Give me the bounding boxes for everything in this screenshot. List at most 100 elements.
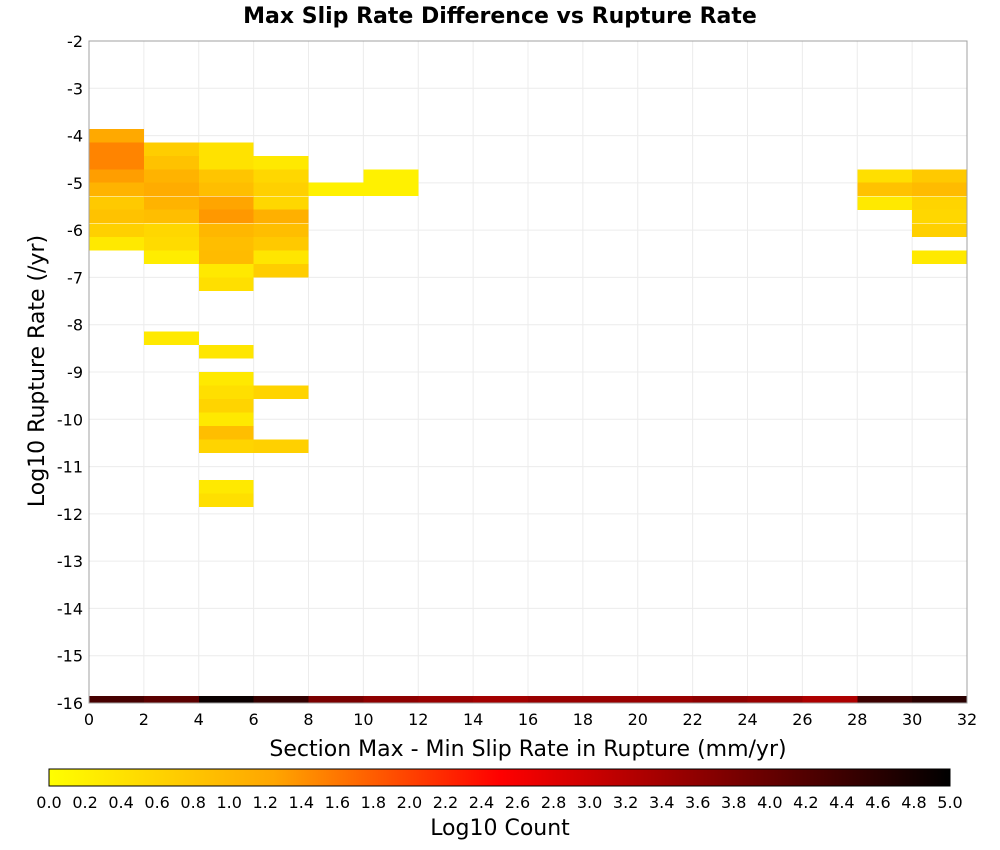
heatmap-cell (308, 696, 364, 703)
heatmap-cell (418, 696, 474, 703)
y-tick-label: -2 (67, 32, 83, 51)
x-tick-label: 22 (682, 710, 702, 729)
colorbar-tick-label: 0.6 (144, 793, 169, 812)
heatmap-cell (912, 223, 967, 237)
heatmap-cell (143, 196, 199, 210)
x-tick-label: 8 (303, 710, 313, 729)
heatmap-cell (89, 196, 144, 210)
heatmap-cell (89, 155, 144, 170)
heatmap-cell (143, 182, 199, 197)
heatmap-cell (198, 412, 254, 427)
heatmap-cell (912, 182, 967, 197)
colorbar-tick-label: 3.8 (721, 793, 746, 812)
heatmap-cell (363, 696, 419, 703)
x-tick-label: 24 (737, 710, 757, 729)
plot-border (88, 40, 968, 704)
x-tick-label: 16 (518, 710, 538, 729)
colorbar-tick-label: 0.4 (108, 793, 133, 812)
heatmap-cell (308, 182, 364, 197)
colorbar-tick-label: 2.6 (505, 793, 530, 812)
y-tick-label: -16 (57, 694, 83, 713)
colorbar-tick-label: 2.4 (469, 793, 494, 812)
x-tick-label: 2 (139, 710, 149, 729)
colorbar-ticks: 0.0 0.2 0.4 0.6 0.8 1.0 1.2 1.4 1.6 1.8 2.0 2.2 2.4 2… (36, 793, 962, 812)
colorbar-tick-label: 3.2 (613, 793, 638, 812)
colorbar-tick-label: 2.0 (397, 793, 422, 812)
heatmap-cell (747, 696, 803, 703)
colorbar-tick-label: 5.0 (937, 793, 962, 812)
y-tick-label: -13 (57, 552, 83, 571)
heatmap-cell (802, 696, 858, 703)
y-tick-label: -9 (67, 363, 83, 382)
y-axis-label: Log10 Rupture Rate (/yr) (25, 235, 50, 507)
heatmap-cell (198, 385, 254, 400)
heatmap-cell (143, 696, 199, 703)
heatmap-cell (198, 277, 254, 291)
x-tick-label: 28 (847, 710, 867, 729)
x-tick-label: 6 (249, 710, 259, 729)
heatmap-cell (857, 696, 913, 703)
x-tick-label: 4 (194, 710, 204, 729)
colorbar-tick-label: 2.2 (433, 793, 458, 812)
colorbar-tick-label: 0.2 (72, 793, 97, 812)
colorbar-tick-label: 1.6 (325, 793, 350, 812)
plot-area (88, 40, 968, 704)
x-tick-label: 0 (84, 710, 94, 729)
heatmap-cell (89, 142, 144, 157)
heatmap-cell (143, 250, 199, 264)
heatmap-cell (198, 480, 254, 494)
colorbar-tick-label: 4.8 (901, 793, 926, 812)
heatmap-cell (89, 223, 144, 237)
heatmap-cell (198, 371, 254, 386)
colorbar-tick-label: 4.0 (757, 793, 782, 812)
heatmap-cell (582, 696, 638, 703)
heatmap-cell (143, 155, 199, 170)
heatmap-cell (857, 196, 913, 210)
heatmap-cell (198, 426, 254, 440)
heatmap-cell (253, 182, 309, 197)
heatmap-cell (253, 237, 309, 251)
heatmap-cell (253, 223, 309, 237)
x-axis-label: Section Max - Min Slip Rate in Rupture (… (269, 737, 786, 762)
colorbar-tick-label: 1.0 (216, 793, 241, 812)
heatmap-cell (198, 209, 254, 224)
heatmap-cell (912, 696, 967, 703)
y-tick-label: -8 (67, 316, 83, 335)
colorbar: 0.0 0.2 0.4 0.6 0.8 1.0 1.2 1.4 1.6 1.8 2.0 2.2 2.4 2… (36, 768, 963, 841)
heatmap-cell (143, 169, 199, 183)
y-tick-label: -10 (57, 410, 83, 429)
heatmap-cell (198, 182, 254, 197)
heatmap-cell (912, 169, 967, 183)
heatmap-cell (198, 223, 254, 237)
heatmap-cell (473, 696, 528, 703)
x-tick-label: 20 (628, 710, 648, 729)
y-tick-label: -6 (67, 221, 83, 240)
colorbar-tick-label: 1.2 (253, 793, 278, 812)
x-tick-label: 30 (902, 710, 922, 729)
heatmap-cell (253, 209, 309, 224)
colorbar-tick-label: 2.8 (541, 793, 566, 812)
heatmap-cell (89, 182, 144, 197)
colorbar-tick-label: 1.4 (289, 793, 314, 812)
heatmap-cell (253, 155, 309, 170)
heatmap-cell (912, 250, 967, 264)
colorbar-tick-label: 1.8 (361, 793, 386, 812)
heatmap-cell (198, 439, 254, 453)
heatmap-cell (912, 196, 967, 210)
colorbar-gradient (48, 768, 951, 787)
heatmap-cell (143, 209, 199, 224)
heatmap-cell (253, 169, 309, 183)
x-axis-ticks: 0 2 4 6 8 10 12 14 16 18 20 22 24 26 28 30 32 (84, 710, 977, 729)
heatmap-cell (143, 142, 199, 157)
heatmap-cell (198, 264, 254, 278)
heatmap-cell (253, 439, 309, 453)
colorbar-tick-label: 4.6 (865, 793, 890, 812)
heatmap-cell (198, 142, 254, 157)
x-tick-label: 14 (463, 710, 483, 729)
heatmap-cell (692, 696, 748, 703)
heatmap-cell (637, 696, 693, 703)
heatmap-cell (528, 696, 583, 703)
heatmap-cell (253, 196, 309, 210)
y-axis-ticks: -2 -3 -4 -5 -6 -7 -8 -9 -10 -11 -12 -13 -14 -15 -16 (57, 32, 83, 713)
y-tick-label: -12 (57, 505, 83, 524)
